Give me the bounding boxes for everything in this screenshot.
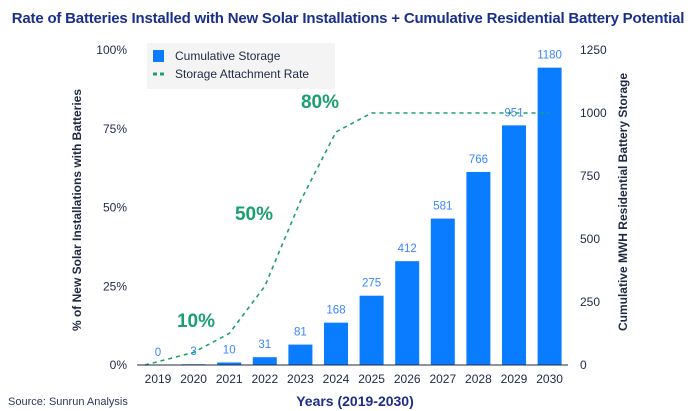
- bar-2030: [537, 67, 562, 365]
- x-tick-label: 2023: [287, 372, 314, 386]
- right-tick-label: 1250: [580, 43, 607, 57]
- chart-title: Rate of Batteries Installed with New Sol…: [11, 10, 685, 27]
- left-ticks-group: 0% 25% 50% 75% 100%: [96, 43, 127, 372]
- right-tick-label: 250: [580, 295, 600, 309]
- annotation-50-percent: 50%: [235, 204, 273, 225]
- bar-label-2025: 275: [362, 278, 381, 290]
- bars-group: [181, 67, 562, 366]
- left-tick-label: 50%: [103, 201, 127, 215]
- right-tick-label: 1000: [580, 106, 607, 120]
- x-tick-label: 2026: [394, 372, 421, 386]
- bar-label-2027: 581: [433, 201, 452, 213]
- x-tick-label: 2029: [501, 372, 528, 386]
- left-axis-title: % of New Solar Installations with Batter…: [70, 89, 84, 331]
- x-tick-label: 2025: [358, 372, 385, 386]
- annotations-group: 10% 50% 80%: [177, 92, 339, 332]
- right-ticks-group: 0 250 500 750 1000 1250: [580, 43, 607, 372]
- legend-swatch-cumulative-storage: [153, 50, 164, 62]
- right-tick-label: 500: [580, 232, 600, 246]
- bar-label-2026: 412: [398, 243, 417, 255]
- legend-background: [147, 43, 335, 89]
- left-tick-label: 75%: [103, 122, 127, 136]
- bar-label-2024: 168: [326, 305, 345, 317]
- legend-label-cumulative-storage: Cumulative Storage: [175, 49, 281, 63]
- x-tick-label: 2020: [180, 372, 207, 386]
- x-tick-label: 2019: [145, 372, 172, 386]
- x-tick-label: 2028: [465, 372, 492, 386]
- bar-2027: [430, 218, 455, 365]
- x-tick-label: 2030: [536, 372, 563, 386]
- bar-2023: [288, 344, 313, 365]
- x-axis-title: Years (2019-2030): [296, 393, 414, 409]
- legend-label-attachment-rate: Storage Attachment Rate: [175, 67, 309, 81]
- bar-2024: [324, 322, 348, 365]
- bar-label-2019: 0: [155, 347, 161, 359]
- bar-label-2022: 31: [258, 339, 271, 351]
- bar-2021: [217, 362, 242, 365]
- bar-label-2029: 951: [504, 107, 523, 119]
- bar-2026: [395, 261, 420, 365]
- bar-label-2028: 766: [469, 154, 488, 166]
- right-tick-label: 750: [580, 169, 600, 183]
- bar-2028: [466, 171, 491, 365]
- x-tick-label: 2022: [251, 372, 278, 386]
- bar-2029: [502, 125, 526, 366]
- left-tick-label: 0%: [110, 358, 128, 372]
- bar-label-2023: 81: [294, 327, 307, 339]
- annotation-80-percent: 80%: [301, 92, 339, 113]
- right-tick-label: 0: [580, 358, 587, 372]
- bar-2025: [359, 295, 384, 365]
- bar-label-2030: 1180: [537, 50, 562, 62]
- x-tick-label: 2021: [216, 372, 243, 386]
- left-tick-label: 25%: [103, 279, 127, 293]
- left-tick-label: 100%: [96, 43, 127, 57]
- x-tick-label: 2024: [323, 372, 350, 386]
- x-tick-label: 2027: [429, 372, 456, 386]
- attachment-rate-line: [144, 112, 550, 366]
- bar-label-2021: 10: [223, 344, 236, 356]
- right-axis-title: Cumulative MWH Residential Battery Stora…: [616, 73, 630, 331]
- annotation-10-percent: 10%: [177, 311, 215, 332]
- source-note: Source: Sunrun Analysis: [8, 396, 128, 408]
- x-ticks-group: 2019 2020 2021 2022 2023 2024 2025 2026 2027 2028…: [145, 372, 564, 386]
- legend: Cumulative Storage Storage Attachment Ra…: [147, 43, 335, 89]
- bar-2022: [252, 357, 277, 365]
